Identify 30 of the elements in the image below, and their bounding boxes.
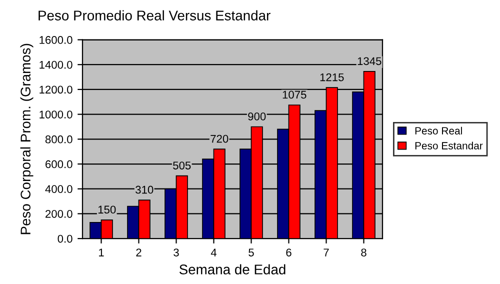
y-tick-label: 1000.0 — [40, 110, 72, 118]
y-axis-title: Peso Corporal Prom. (Gramos) — [20, 44, 34, 234]
y-tick-label: 600.0 — [46, 160, 72, 168]
y-tick-label: 0.0 — [58, 234, 72, 243]
x-tick-label: 8 — [361, 248, 366, 256]
legend-label: Peso Real — [415, 126, 462, 134]
x-axis-title: Semana de Edad — [179, 264, 286, 274]
x-tick-label: 3 — [174, 248, 179, 256]
y-tick-label: 1400.0 — [40, 60, 72, 69]
data-label: 1215 — [320, 73, 344, 82]
y-tick-label: 800.0 — [45, 135, 72, 144]
data-label: 310 — [136, 186, 154, 194]
data-label: 505 — [173, 162, 191, 170]
x-tick-label: 6 — [286, 248, 292, 256]
chart-title: Peso Promedio Real Versus Estandar — [38, 10, 270, 20]
data-label: 1075 — [282, 90, 306, 99]
data-label: 1345 — [358, 57, 382, 66]
y-tick-label: 400.0 — [45, 185, 72, 193]
x-tick-label: 2 — [136, 248, 142, 256]
data-label: 900 — [248, 112, 266, 120]
y-tick-label: 1600.0 — [40, 36, 72, 44]
x-tick-label: 5 — [248, 248, 254, 256]
data-label: 720 — [210, 134, 228, 143]
x-tick-label: 4 — [210, 248, 217, 256]
x-tick-label: 1 — [99, 248, 104, 256]
y-tick-label: 200.0 — [46, 210, 72, 218]
x-tick-label: 7 — [324, 248, 329, 256]
data-label: 150 — [98, 206, 116, 214]
legend-label: Peso Estandar — [415, 142, 483, 150]
y-tick-label: 1200.0 — [40, 86, 72, 94]
